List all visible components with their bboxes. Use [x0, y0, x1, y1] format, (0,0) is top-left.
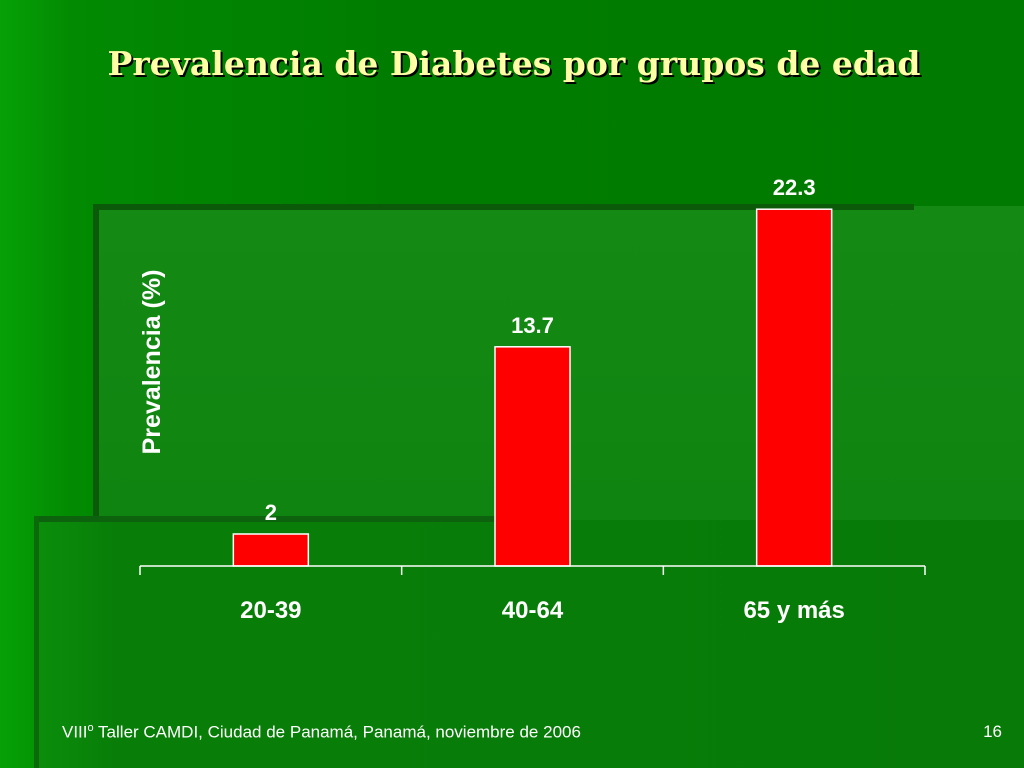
data-label-40-64: 13.7 — [511, 313, 554, 338]
footer-main: VIII — [62, 722, 88, 742]
bars-group — [232, 208, 833, 567]
footer-rest: Taller CAMDI, Ciudad de Panamá, Panamá, … — [93, 722, 581, 742]
decor-line-low — [34, 516, 39, 768]
bar-20-39 — [232, 533, 310, 567]
decor-line-mid — [34, 516, 550, 522]
data-label-20-39: 2 — [265, 500, 277, 525]
data-labels-group: 2 13.7 22.3 — [265, 175, 816, 525]
footer-text: VIIIo Taller CAMDI, Ciudad de Panamá, Pa… — [62, 722, 581, 743]
bar-40-64 — [494, 346, 571, 567]
x-tick-label-20-39: 20-39 — [240, 597, 301, 624]
y-axis-label: Prevalencia (%) — [138, 270, 166, 455]
data-label-65 y más: 22.3 — [773, 175, 816, 200]
decor-line-left — [93, 204, 99, 522]
page-number: 16 — [983, 722, 1002, 741]
decor-line-top — [96, 204, 914, 210]
x-axis: 20-39 40-64 65 y más — [139, 565, 926, 624]
footer-superscript: o — [87, 722, 94, 734]
x-tick-label-65 y más: 65 y más — [743, 597, 844, 624]
bar-65 y más — [755, 208, 833, 567]
slide-title: Prevalencia de Diabetes por grupos de ed… — [107, 44, 921, 83]
x-tick-label-40-64: 40-64 — [502, 597, 564, 624]
